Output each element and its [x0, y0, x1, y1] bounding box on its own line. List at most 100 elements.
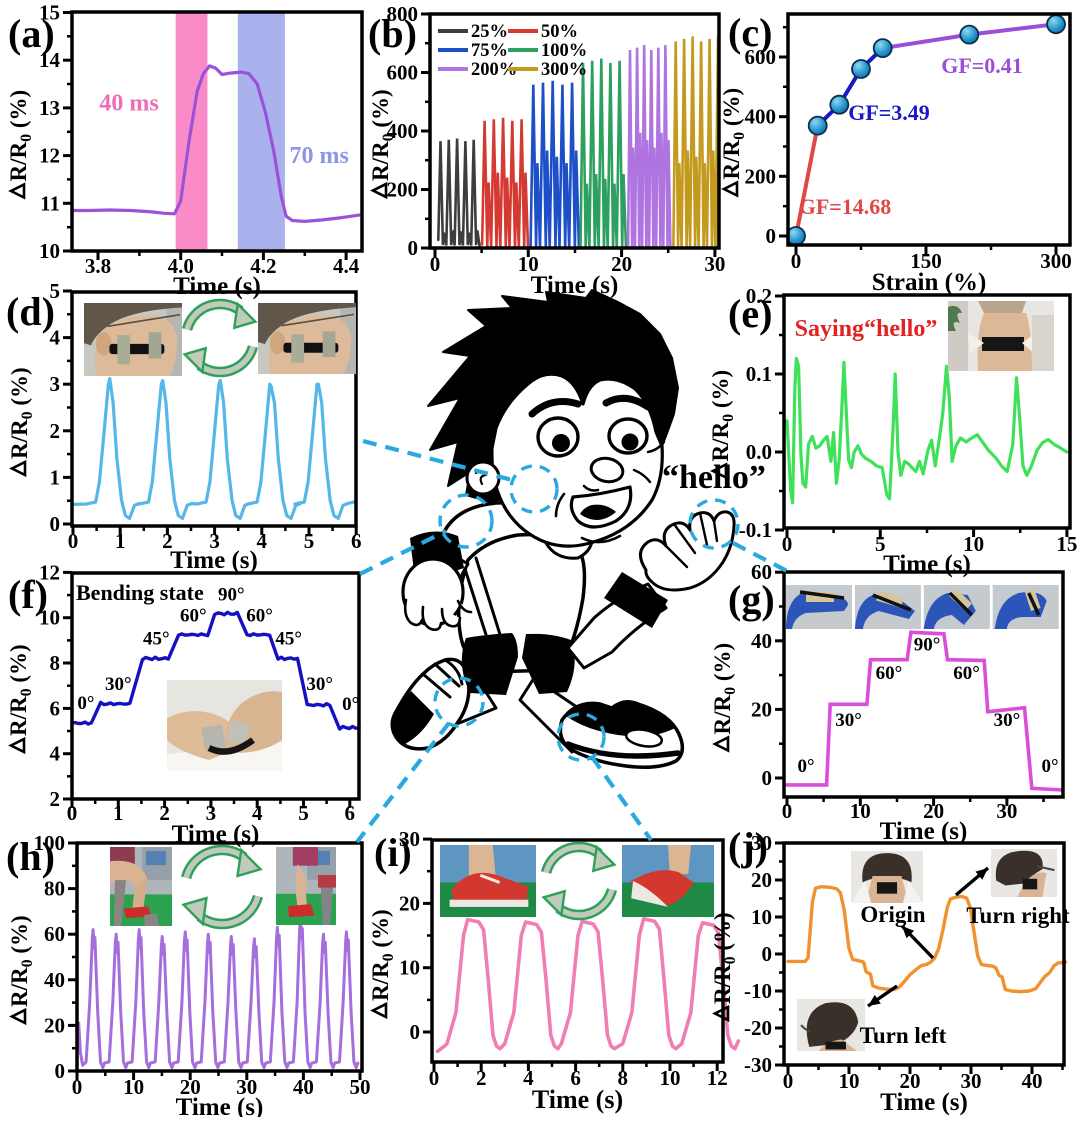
- svg-text:0: 0: [55, 1059, 66, 1083]
- svg-text:70 ms: 70 ms: [290, 143, 349, 169]
- svg-text:0: 0: [783, 1069, 794, 1093]
- svg-text:Time (s): Time (s): [531, 272, 619, 299]
- svg-text:0: 0: [410, 1020, 421, 1044]
- svg-text:0: 0: [791, 249, 802, 273]
- svg-text:40: 40: [44, 968, 65, 992]
- svg-text:10: 10: [660, 1066, 681, 1090]
- svg-text:90°: 90°: [914, 634, 941, 655]
- svg-text:GF=0.41: GF=0.41: [941, 53, 1023, 78]
- svg-text:10: 10: [518, 252, 539, 276]
- svg-text:30°: 30°: [105, 674, 132, 695]
- svg-text:50: 50: [350, 1075, 371, 1099]
- svg-text:4: 4: [50, 326, 61, 350]
- svg-text:Time (s): Time (s): [532, 1085, 623, 1114]
- svg-text:40: 40: [751, 629, 772, 653]
- svg-text:100%: 100%: [541, 41, 587, 61]
- svg-text:4.2: 4.2: [250, 254, 276, 278]
- svg-text:0: 0: [429, 1066, 440, 1090]
- svg-text:0: 0: [782, 532, 793, 556]
- svg-text:8: 8: [50, 651, 61, 675]
- svg-text:200: 200: [387, 178, 419, 202]
- svg-text:“hello”: “hello”: [662, 459, 766, 496]
- svg-text:0: 0: [72, 1075, 83, 1099]
- svg-text:Time (s): Time (s): [880, 1089, 968, 1116]
- svg-text:4.4: 4.4: [333, 254, 360, 278]
- svg-text:800: 800: [387, 2, 419, 26]
- svg-text:11: 11: [40, 191, 60, 215]
- svg-text:6: 6: [351, 529, 362, 553]
- svg-text:0.2: 0.2: [746, 284, 772, 308]
- svg-text:-20: -20: [744, 1016, 772, 1040]
- svg-text:15: 15: [39, 1, 60, 25]
- svg-text:30: 30: [996, 799, 1017, 823]
- svg-text:60°: 60°: [180, 605, 207, 626]
- svg-text:30: 30: [961, 1069, 982, 1093]
- svg-text:10: 10: [751, 905, 772, 929]
- svg-text:0: 0: [50, 512, 61, 536]
- svg-text:(b): (b): [368, 11, 417, 56]
- svg-text:0°: 0°: [798, 756, 815, 777]
- svg-text:Turn left: Turn left: [860, 1023, 947, 1048]
- svg-text:R/R0 (%): R/R0 (%): [7, 367, 36, 459]
- svg-text:Time (s): Time (s): [173, 273, 261, 300]
- svg-text:3: 3: [209, 529, 220, 553]
- svg-text:60°: 60°: [876, 663, 903, 684]
- svg-text:10: 10: [839, 1069, 860, 1093]
- svg-text:Bending state: Bending state: [76, 580, 204, 605]
- svg-text:15: 15: [1056, 532, 1077, 556]
- svg-text:0.0: 0.0: [746, 440, 772, 464]
- svg-text:20: 20: [923, 799, 944, 823]
- svg-text:(c): (c): [728, 10, 772, 55]
- svg-text:Time (s): Time (s): [176, 1094, 264, 1117]
- svg-text:0.1: 0.1: [746, 362, 772, 386]
- svg-text:20: 20: [751, 697, 772, 721]
- svg-text:0: 0: [782, 799, 793, 823]
- svg-text:30°: 30°: [306, 674, 333, 695]
- svg-text:30: 30: [236, 1075, 257, 1099]
- svg-text:300: 300: [1040, 249, 1072, 273]
- svg-text:3.8: 3.8: [85, 254, 111, 278]
- svg-text:4: 4: [50, 742, 61, 766]
- svg-text:60°: 60°: [953, 663, 980, 684]
- svg-text:20: 20: [180, 1075, 201, 1099]
- svg-text:(e): (e): [728, 291, 772, 336]
- svg-text:6: 6: [50, 696, 61, 720]
- svg-text:14: 14: [39, 48, 61, 72]
- svg-text:0: 0: [408, 236, 419, 260]
- svg-text:40: 40: [1022, 1069, 1043, 1093]
- svg-text:6: 6: [345, 801, 356, 825]
- svg-text:10: 10: [963, 532, 984, 556]
- svg-text:60: 60: [751, 560, 772, 584]
- svg-text:2: 2: [50, 787, 61, 811]
- svg-text:0: 0: [766, 224, 777, 248]
- svg-text:4: 4: [257, 529, 268, 553]
- svg-text:1: 1: [50, 465, 61, 489]
- svg-text:60°: 60°: [246, 605, 273, 626]
- svg-text:12: 12: [707, 1066, 728, 1090]
- svg-text:45°: 45°: [143, 628, 170, 649]
- svg-text:(h): (h): [6, 834, 55, 879]
- svg-text:R/R0 (%): R/R0 (%): [6, 90, 35, 182]
- svg-text:20: 20: [900, 1069, 921, 1093]
- svg-text:8: 8: [618, 1066, 629, 1090]
- svg-text:10: 10: [39, 606, 60, 630]
- svg-text:0: 0: [762, 766, 773, 790]
- svg-text:400: 400: [745, 105, 777, 129]
- svg-text:1: 1: [115, 529, 126, 553]
- svg-text:200: 200: [745, 164, 777, 188]
- svg-text:0: 0: [67, 801, 78, 825]
- svg-text:-10: -10: [744, 979, 772, 1003]
- svg-text:R/R0 (%): R/R0 (%): [710, 912, 739, 1004]
- svg-text:12: 12: [39, 560, 60, 584]
- svg-text:Saying“hello”: Saying“hello”: [795, 316, 938, 342]
- svg-text:40 ms: 40 ms: [99, 90, 158, 116]
- svg-text:2: 2: [50, 419, 61, 443]
- svg-text:20: 20: [611, 252, 632, 276]
- svg-text:GF=3.49: GF=3.49: [848, 100, 930, 125]
- svg-text:20: 20: [399, 891, 420, 915]
- svg-text:-30: -30: [744, 1053, 772, 1077]
- svg-text:5: 5: [875, 532, 886, 556]
- svg-text:GF=14.68: GF=14.68: [799, 194, 892, 219]
- svg-text:3: 3: [206, 801, 217, 825]
- svg-text:12: 12: [39, 144, 60, 168]
